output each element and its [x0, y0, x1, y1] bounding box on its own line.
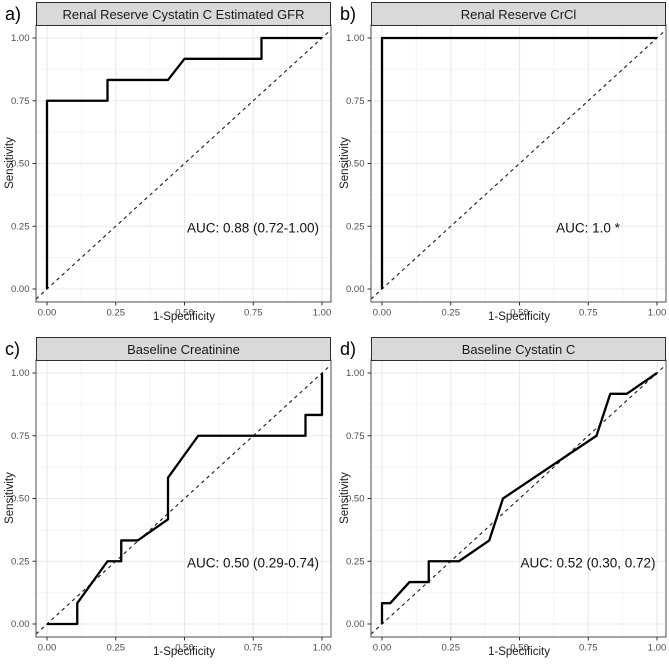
svg-text:0.50: 0.50: [11, 159, 30, 170]
x-axis-title-b: 1-Specificity: [488, 311, 550, 323]
x-axis-title-a: 1-Specificity: [153, 311, 215, 323]
y-axis-title-a: Sensitivity: [4, 137, 16, 189]
roc-panel-b: 0.00 0.25 0.50 0.75 1.00 0.00 0.25 0.50 0.75 1.00…: [335, 0, 669, 335]
svg-text:0.00: 0.00: [373, 308, 392, 319]
roc-plot-c: 0.00 0.25 0.50 0.75 1.00 0.00 0.25 0.50 0.75 1.00: [11, 359, 332, 654]
auc-annotation-d: AUC: 0.52 (0.30, 0.72): [520, 555, 656, 571]
svg-text:1.00: 1.00: [11, 368, 30, 379]
svg-text:0.25: 0.25: [442, 308, 461, 319]
svg-text:0.50: 0.50: [346, 159, 365, 170]
svg-text:0.00: 0.00: [346, 619, 365, 630]
roc-panel-d: 0.00 0.25 0.50 0.75 1.00 0.00 0.25 0.50 0.75 1.00…: [335, 335, 669, 671]
svg-text:0.50: 0.50: [510, 308, 529, 319]
auc-annotation-c: AUC: 0.50 (0.29-0.74): [186, 555, 320, 571]
svg-text:0.00: 0.00: [11, 284, 30, 295]
svg-text:0.75: 0.75: [346, 431, 365, 442]
panel-title-strip-d: Baseline Cystatin C: [371, 337, 666, 361]
svg-text:0.25: 0.25: [442, 643, 461, 654]
svg-text:0.75: 0.75: [579, 308, 598, 319]
panel-letter-d: d): [340, 339, 357, 359]
svg-text:0.75: 0.75: [244, 643, 263, 654]
svg-text:1.00: 1.00: [648, 643, 667, 654]
auc-annotation-b: AUC: 1.0 *: [556, 220, 620, 236]
svg-text:1.00: 1.00: [313, 308, 332, 319]
roc-panel-a: 0.00 0.25 0.50 0.75 1.00 0.00 0.25 0.50 0.75 1.00…: [0, 0, 335, 335]
svg-text:0.25: 0.25: [346, 221, 365, 232]
panel-letter-a: a): [5, 4, 22, 24]
roc-plot-d: 0.00 0.25 0.50 0.75 1.00 0.00 0.25 0.50 0.75 1.00: [346, 359, 667, 654]
svg-text:0.25: 0.25: [107, 308, 126, 319]
svg-text:1.00: 1.00: [648, 308, 667, 319]
y-axis-title-d: Sensitivity: [339, 472, 351, 524]
svg-text:0.25: 0.25: [107, 643, 126, 654]
x-axis-title-c: 1-Specificity: [153, 646, 215, 658]
svg-text:0.50: 0.50: [175, 643, 194, 654]
roc-plot-b: 0.00 0.25 0.50 0.75 1.00 0.00 0.25 0.50 0.75 1.00: [346, 24, 667, 319]
svg-text:0.75: 0.75: [11, 96, 30, 107]
svg-text:1.00: 1.00: [346, 33, 365, 44]
panel-title-strip-a: Renal Reserve Cystatin C Estimated GFR: [36, 2, 331, 26]
svg-text:0.25: 0.25: [11, 221, 30, 232]
auc-annotation-a: AUC: 0.88 (0.72-1.00): [186, 220, 320, 236]
svg-text:0.50: 0.50: [11, 494, 30, 505]
svg-text:1.00: 1.00: [346, 368, 365, 379]
svg-text:0.25: 0.25: [11, 556, 30, 567]
svg-text:0.75: 0.75: [11, 431, 30, 442]
svg-text:0.50: 0.50: [175, 308, 194, 319]
panel-title-strip-c: Baseline Creatinine: [36, 337, 331, 361]
svg-text:0.00: 0.00: [11, 619, 30, 630]
svg-text:0.75: 0.75: [244, 308, 263, 319]
svg-text:0.50: 0.50: [510, 643, 529, 654]
panel-letter-c: c): [5, 339, 20, 359]
svg-text:0.00: 0.00: [38, 643, 57, 654]
y-axis-title-c: Sensitivity: [4, 472, 16, 524]
svg-text:0.50: 0.50: [346, 494, 365, 505]
svg-text:0.75: 0.75: [346, 96, 365, 107]
panel-title-strip-b: Renal Reserve CrCl: [371, 2, 666, 26]
svg-text:0.00: 0.00: [346, 284, 365, 295]
x-axis-title-d: 1-Specificity: [488, 646, 550, 658]
svg-text:1.00: 1.00: [313, 643, 332, 654]
svg-text:0.25: 0.25: [346, 556, 365, 567]
roc-plot-a: 0.00 0.25 0.50 0.75 1.00 0.00 0.25 0.50 0.75 1.00: [11, 24, 332, 319]
svg-text:0.00: 0.00: [373, 643, 392, 654]
svg-text:0.75: 0.75: [579, 643, 598, 654]
y-axis-title-b: Sensitivity: [339, 137, 351, 189]
panel-letter-b: b): [340, 4, 357, 24]
svg-text:0.00: 0.00: [38, 308, 57, 319]
svg-text:1.00: 1.00: [11, 33, 30, 44]
roc-panel-c: 0.00 0.25 0.50 0.75 1.00 0.00 0.25 0.50 0.75 1.00…: [0, 335, 335, 671]
